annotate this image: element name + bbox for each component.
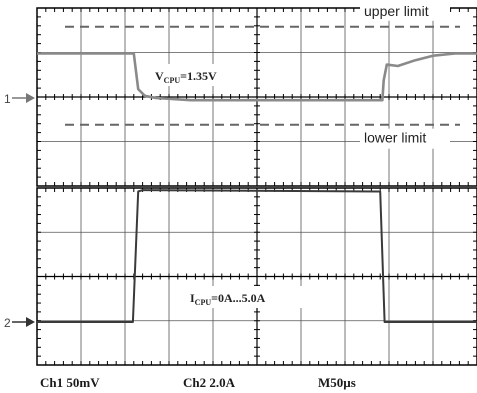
channel-2-marker: 2 bbox=[4, 316, 35, 330]
lower-limit-label-background bbox=[360, 128, 450, 149]
ch2-scale-label: Ch2 2.0A bbox=[183, 375, 236, 390]
icpu-annotation: ICPU=0A...5.0A bbox=[190, 291, 266, 307]
channel-2-arrow-head bbox=[26, 317, 35, 327]
upper-limit-label: upper limit bbox=[364, 3, 429, 19]
channel-1-arrow-head bbox=[26, 93, 35, 103]
bottom-grid bbox=[37, 188, 477, 365]
top-grid bbox=[37, 8, 477, 186]
lower-limit-label: lower limit bbox=[364, 130, 426, 146]
vcpu-trace bbox=[37, 52, 477, 102]
vcpu-annotation-background bbox=[150, 64, 246, 86]
timebase-label: M50µs bbox=[318, 375, 356, 390]
icpu-trace bbox=[37, 189, 477, 323]
channel-1-label: 1 bbox=[4, 92, 11, 106]
ch1-scale-label: Ch1 50mV bbox=[40, 375, 100, 390]
channel-1-marker: 1 bbox=[4, 92, 35, 106]
channel-2-label: 2 bbox=[4, 316, 11, 330]
vcpu-annotation: VCPU=1.35V bbox=[155, 69, 217, 85]
icpu-annotation-background bbox=[185, 286, 309, 308]
upper-limit-label-background bbox=[360, 0, 450, 21]
